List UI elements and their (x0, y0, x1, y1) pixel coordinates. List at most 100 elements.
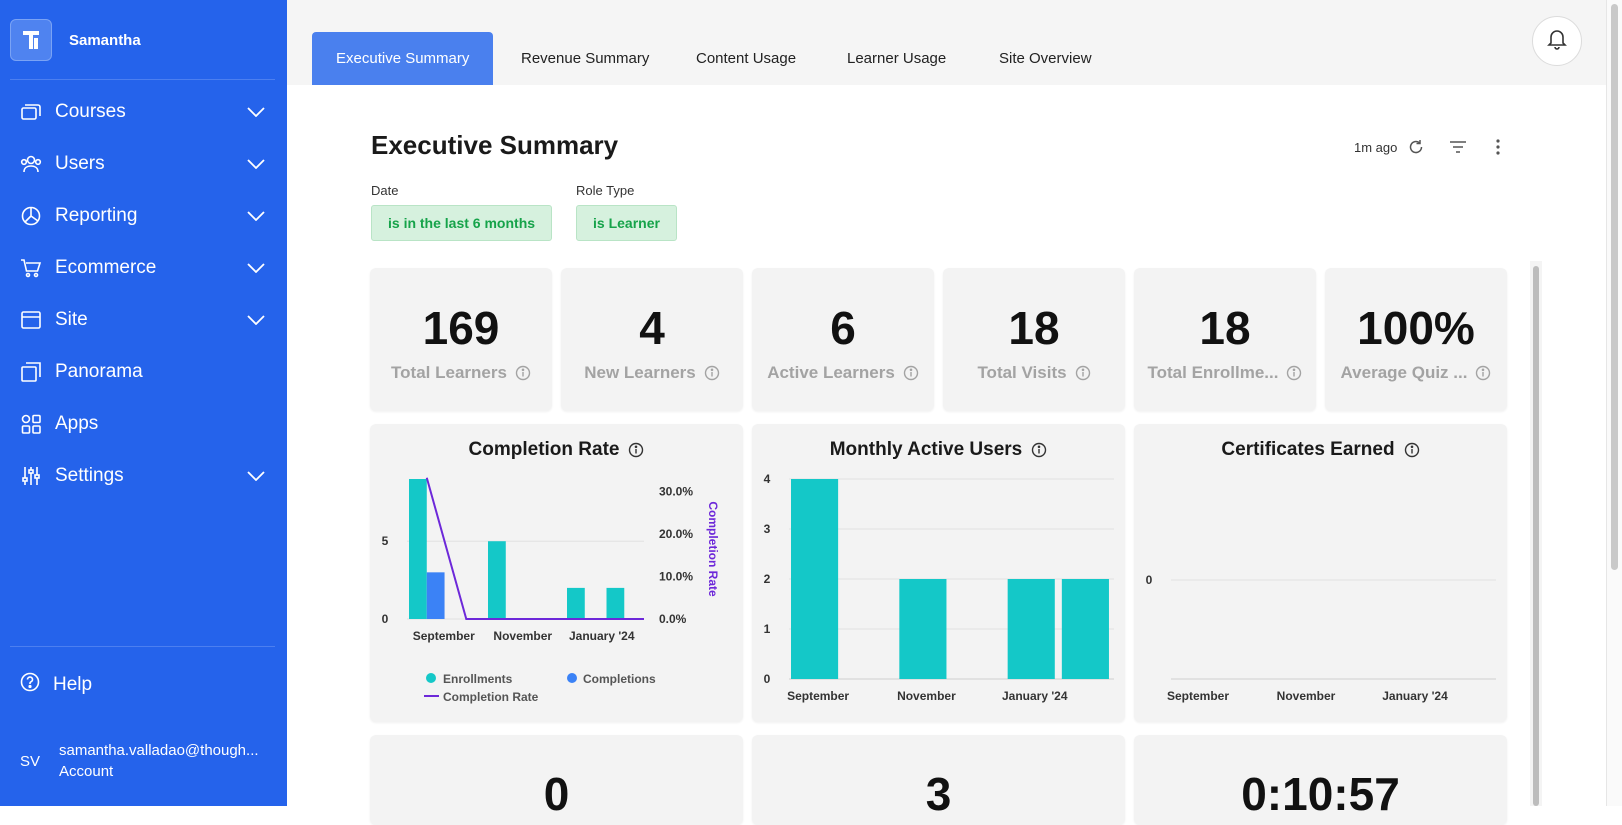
help-label: Help (53, 674, 93, 695)
info-icon[interactable] (903, 365, 919, 381)
page-scrollbar[interactable] (1606, 0, 1622, 806)
kpi-label: Active Learners (767, 363, 895, 382)
page-title: Executive Summary (371, 130, 619, 160)
kpi-card-active-learners[interactable]: 6 Active Learners (752, 268, 934, 411)
x-tick-label: September (413, 629, 475, 643)
info-icon[interactable] (515, 365, 531, 381)
kpi-card-new-learners[interactable]: 4 New Learners (561, 268, 743, 411)
sidebar-item-reporting[interactable]: Reporting (0, 190, 287, 242)
y2-tick-label: 30.0% (659, 485, 693, 499)
sidebar-item-label: Site (55, 309, 88, 330)
dashboard-content: Executive Summary 1m ago Date is in the … (287, 85, 1606, 825)
refresh-icon[interactable] (1405, 136, 1427, 158)
y-tick-label: 0 (764, 672, 771, 686)
certificates-earned-chart: 0 September November January '24 (1146, 573, 1496, 703)
sidebar-item-label: Courses (55, 101, 126, 122)
avatar: SV (20, 752, 41, 770)
active-users-bar (1061, 579, 1109, 679)
enrollments-bar (488, 541, 506, 619)
y-tick-label: 4 (764, 472, 771, 486)
tab-site-overview[interactable]: Site Overview (999, 50, 1092, 67)
kpi-label: Total Visits (977, 363, 1067, 382)
scrollbar-thumb[interactable] (1533, 266, 1539, 806)
active-users-bar (899, 579, 947, 679)
kpi-card-average-quiz[interactable]: 100% Average Quiz ... (1325, 268, 1507, 411)
kpi-card-total-enrollments[interactable]: 18 Total Enrollme... (1134, 268, 1316, 411)
date-filter-chip[interactable]: is in the last 6 months (371, 205, 553, 241)
user-name: Samantha (69, 31, 141, 49)
y2-tick-label: 0.0% (659, 612, 687, 626)
info-icon[interactable] (1475, 365, 1491, 381)
sidebar-item-users[interactable]: Users (0, 138, 287, 190)
tab-executive-summary[interactable]: Executive Summary (312, 32, 494, 85)
y-tick-label: 0 (382, 612, 389, 626)
sidebar: Samantha Courses Users Reporting Ecommer… (0, 0, 287, 806)
sidebar-item-label: Panorama (55, 361, 143, 382)
more-options-icon[interactable] (1487, 136, 1509, 158)
tab-revenue-summary[interactable]: Revenue Summary (521, 50, 650, 67)
info-icon[interactable] (1286, 365, 1302, 381)
divider (10, 646, 275, 647)
filter-icon[interactable] (1447, 136, 1469, 158)
chevron-down-icon (247, 257, 265, 279)
info-icon[interactable] (704, 365, 720, 381)
chart-card-certificates-earned: Certificates Earned 0 September November Ja… (1134, 424, 1507, 722)
help-icon (20, 672, 40, 698)
role-filter-chip[interactable]: is Learner (576, 205, 677, 241)
kpi-value: 6 (830, 302, 856, 354)
tab-learner-usage[interactable]: Learner Usage (847, 50, 947, 67)
kpi-card-total-visits[interactable]: 18 Total Visits (943, 268, 1125, 411)
x-tick-label: January '24 (569, 629, 635, 643)
sidebar-item-settings[interactable]: Settings (0, 450, 287, 502)
reporting-icon (20, 205, 42, 227)
brand[interactable]: Samantha (10, 19, 141, 61)
y-tick-label: 5 (382, 534, 389, 548)
kpi-value: 0 (543, 768, 570, 820)
kpi-value: 3 (925, 768, 952, 820)
kpi-label: Average Quiz ... (1340, 363, 1468, 382)
sidebar-item-label: Apps (55, 413, 99, 434)
sidebar-item-label: Users (55, 153, 105, 174)
info-icon[interactable] (628, 442, 644, 458)
account-menu[interactable]: SV samantha.valladao@though... Account (20, 740, 259, 782)
notifications-button[interactable] (1532, 16, 1582, 66)
sidebar-item-courses[interactable]: Courses (0, 86, 287, 138)
legend-swatch-enrollments (426, 673, 436, 683)
kpi-card-bottom-3[interactable]: 0:10:57 (1134, 735, 1507, 825)
chart-card-monthly-active-users: Monthly Active Users 0 1 2 3 4 September Novem… (752, 424, 1125, 722)
sidebar-item-apps[interactable]: Apps (0, 398, 287, 450)
x-tick-label: November (897, 689, 956, 703)
scrollbar-thumb[interactable] (1611, 4, 1618, 570)
y-tick-label: 3 (764, 522, 771, 536)
y2-tick-label: 10.0% (659, 570, 693, 584)
kpi-card-bottom-2[interactable]: 3 (752, 735, 1125, 825)
tab-content-usage[interactable]: Content Usage (696, 50, 797, 67)
kpi-value: 169 (422, 302, 500, 354)
kpi-value: 18 (1199, 302, 1251, 354)
dashboard-scrollbar[interactable] (1530, 261, 1542, 806)
sidebar-item-site[interactable]: Site (0, 294, 287, 346)
help-link[interactable]: Help (20, 672, 92, 698)
enrollments-bar (606, 587, 625, 619)
chart-title: Monthly Active Users (829, 439, 1023, 460)
panorama-icon (20, 361, 42, 383)
x-tick-label: January '24 (1002, 689, 1068, 703)
sidebar-item-ecommerce[interactable]: Ecommerce (0, 242, 287, 294)
y-tick-label: 2 (764, 572, 771, 586)
x-tick-label: September (1167, 689, 1229, 703)
info-icon[interactable] (1031, 442, 1047, 458)
apps-icon (20, 413, 42, 435)
sidebar-item-panorama[interactable]: Panorama (0, 346, 287, 398)
kpi-card-bottom-1[interactable]: 0 (370, 735, 743, 825)
y-tick-label: 1 (764, 622, 771, 636)
chart-title: Completion Rate (468, 439, 620, 460)
kpi-card-total-learners[interactable]: 169 Total Learners (370, 268, 552, 411)
active-users-bar (1007, 579, 1055, 679)
info-icon[interactable] (1404, 442, 1420, 458)
sidebar-item-label: Settings (55, 465, 124, 486)
chevron-down-icon (247, 309, 265, 331)
info-icon[interactable] (1075, 365, 1091, 381)
users-icon (20, 153, 42, 175)
filter-label-role-type: Role Type (576, 183, 635, 198)
monthly-active-users-chart: 0 1 2 3 4 September November January '24 (764, 472, 1114, 703)
